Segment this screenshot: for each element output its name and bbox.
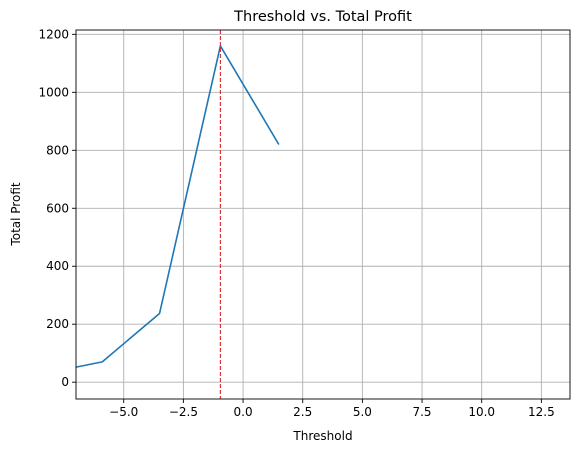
x-tick-label: −5.0 <box>109 405 138 419</box>
x-tick-label: 10.0 <box>468 405 495 419</box>
y-tick-label: 400 <box>46 259 69 273</box>
plot-area <box>75 30 280 399</box>
x-tick-label: 0.0 <box>234 405 253 419</box>
y-tick-label: 600 <box>46 201 69 215</box>
y-tick-label: 1000 <box>38 85 69 99</box>
x-tick-label: 5.0 <box>353 405 372 419</box>
y-tick-label: 1200 <box>38 27 69 41</box>
grid <box>76 30 570 399</box>
ticks: −5.0 −2.5 0.0 2.5 5.0 7.5 10.0 12.5 0 200 400 600 80… <box>38 27 554 419</box>
x-tick-label: 12.5 <box>528 405 555 419</box>
x-tick-label: 2.5 <box>293 405 312 419</box>
x-tick-label: 7.5 <box>412 405 431 419</box>
x-tick-label: −2.5 <box>169 405 198 419</box>
chart-title: Threshold vs. Total Profit <box>233 9 412 25</box>
series-line <box>75 45 280 368</box>
y-tick-label: 800 <box>46 143 69 157</box>
axes-frame <box>75 29 571 400</box>
x-axis-label: Threshold <box>292 429 352 443</box>
y-axis-label: Total Profit <box>9 182 23 246</box>
y-tick-label: 0 <box>61 375 69 389</box>
y-tick-label: 200 <box>46 317 69 331</box>
